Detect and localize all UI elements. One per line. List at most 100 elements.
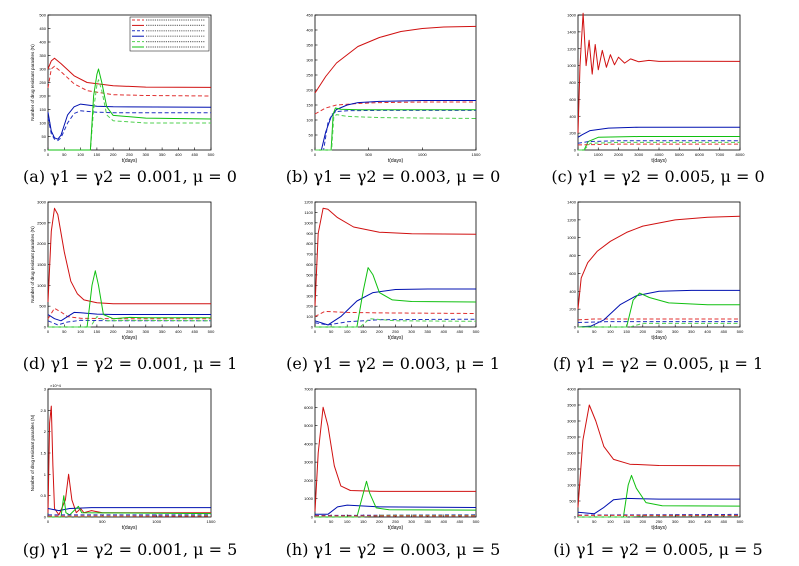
- y-tick-label: 200: [306, 88, 313, 93]
- x-tick-label: 2000: [614, 152, 624, 157]
- plot-frame: [314, 388, 477, 518]
- y-tick-label: 450: [306, 13, 313, 18]
- x-axis-label: t(days): [122, 158, 138, 164]
- y-tick-label: 150: [306, 103, 313, 108]
- y-tick-label: 200: [569, 307, 576, 312]
- x-tick-label: 500: [737, 329, 744, 334]
- chart-panel-c: 0 1000 2000 3000 4000 5000 6000 7000 8000 0 200 400…: [567, 13, 745, 165]
- x-tick-label: 50: [592, 329, 597, 334]
- y-tick-label: 800: [569, 80, 576, 85]
- series-line-3: [315, 100, 476, 151]
- y-tick-label: 1.5: [40, 451, 46, 456]
- x-tick-label: 7000: [715, 152, 725, 157]
- x-tick-label: 150: [94, 329, 101, 334]
- y-tick-label: 3500: [567, 403, 577, 408]
- series-line-1: [577, 404, 741, 508]
- x-tick-label: 250: [656, 329, 663, 334]
- x-tick-label: 300: [142, 152, 149, 157]
- plot-frame: [577, 201, 741, 328]
- x-tick-label: 450: [720, 519, 727, 524]
- y-tick-label: 700: [306, 252, 313, 257]
- y-tick-label: 4000: [304, 441, 314, 446]
- x-axis-label: t(days): [388, 525, 404, 531]
- x-tick-label: 0: [314, 329, 317, 334]
- x-tick-label: 350: [159, 329, 166, 334]
- x-tick-label: 500: [365, 152, 372, 157]
- x-tick-label: 1000: [152, 519, 162, 524]
- caption-e: (e) γ1 = γ2 = 0.003, μ = 1: [286, 354, 500, 373]
- y-tick-label: 350: [39, 53, 46, 58]
- caption-a: (a) γ1 = γ2 = 0.001, μ = 0: [23, 167, 237, 186]
- y-tick-label: 100: [39, 121, 46, 126]
- x-tick-label: 0: [577, 519, 580, 524]
- chart-panel-a: 0 50 100 150 200 250 300 350 400 450 500 0 50 100 150 2…: [30, 13, 215, 165]
- y-tick-label: 600: [569, 97, 576, 102]
- series-line-4: [47, 319, 211, 326]
- x-tick-label: 50: [329, 329, 334, 334]
- y-tick-label: 1: [44, 472, 47, 477]
- plot-frame: [314, 201, 477, 328]
- series-line-6: [315, 318, 477, 328]
- x-tick-label: 400: [704, 329, 711, 334]
- series-line-3: [578, 136, 740, 151]
- y-tick-label: 1400: [567, 29, 577, 34]
- series-line-1: [314, 207, 477, 307]
- series-line-3: [47, 311, 211, 322]
- x-tick-label: 5000: [675, 152, 685, 157]
- x-tick-label: 300: [408, 329, 415, 334]
- series-line-1: [314, 406, 476, 512]
- series-line-6: [315, 114, 477, 151]
- x-tick-label: 250: [392, 519, 399, 524]
- legend-box: [129, 16, 210, 52]
- x-tick-label: 0: [314, 152, 317, 157]
- y-tick-label: 250: [306, 73, 313, 78]
- y-tick-label: 500: [569, 499, 576, 504]
- y-tick-label: 0: [574, 325, 577, 330]
- y-tick-label: 1200: [304, 200, 314, 205]
- x-tick-label: 150: [623, 329, 630, 334]
- x-tick-label: 100: [344, 519, 351, 524]
- x-tick-label: 0: [577, 329, 580, 334]
- plot-frame: [47, 201, 212, 328]
- x-tick-label: 200: [110, 329, 117, 334]
- y-tick-label: 3000: [37, 200, 47, 205]
- x-tick-label: 1000: [594, 152, 604, 157]
- chart-panel-e: 0 50 100 150 200 250 300 350 400 450 500 0 100 200 300…: [304, 200, 480, 342]
- series-line-6: [577, 143, 740, 146]
- series-line-3: [314, 288, 476, 326]
- x-tick-label: 450: [457, 329, 464, 334]
- x-tick-label: 250: [392, 329, 399, 334]
- y-tick-label: 1000: [37, 283, 47, 288]
- x-tick-label: 100: [77, 329, 84, 334]
- y-tick-label: 5000: [304, 423, 314, 428]
- series-line-3: [315, 480, 477, 518]
- y-tick-label: 1200: [567, 217, 577, 222]
- x-tick-label: 50: [62, 329, 67, 334]
- chart-panel-f: 0 50 100 150 200 250 300 350 400 450 500 0 200 400 600…: [567, 200, 744, 342]
- x-tick-label: 0: [47, 329, 50, 334]
- x-axis-label: t(days): [651, 525, 667, 531]
- series-line-2: [314, 310, 477, 318]
- y-tick-label: 350: [306, 43, 313, 48]
- x-tick-label: 100: [77, 152, 84, 157]
- y-tick-label: 7000: [304, 387, 314, 392]
- y-tick-label: 2000: [567, 451, 577, 456]
- series-line-2: [577, 318, 740, 321]
- series-line-5: [315, 107, 476, 151]
- x-tick-label: 350: [424, 329, 431, 334]
- y-tick-label: 0: [44, 515, 47, 520]
- series-line-5: [578, 141, 740, 151]
- x-tick-label: 200: [376, 329, 383, 334]
- y-tick-label: 450: [39, 26, 46, 31]
- y-tick-label: 400: [569, 289, 576, 294]
- y-tick-label: 400: [306, 28, 313, 33]
- x-tick-label: 0: [577, 152, 580, 157]
- x-tick-label: 0: [47, 519, 50, 524]
- y-tick-label: 100: [306, 314, 313, 319]
- x-tick-label: 50: [329, 519, 334, 524]
- x-tick-label: 450: [720, 329, 727, 334]
- chart-panel-g: 0 500 1000 1500 0 0.5 1 1.5 2 2.5 3 t(days) Number o…: [30, 383, 216, 531]
- y-tick-label: 2.5: [40, 408, 46, 413]
- x-tick-label: 0: [314, 519, 317, 524]
